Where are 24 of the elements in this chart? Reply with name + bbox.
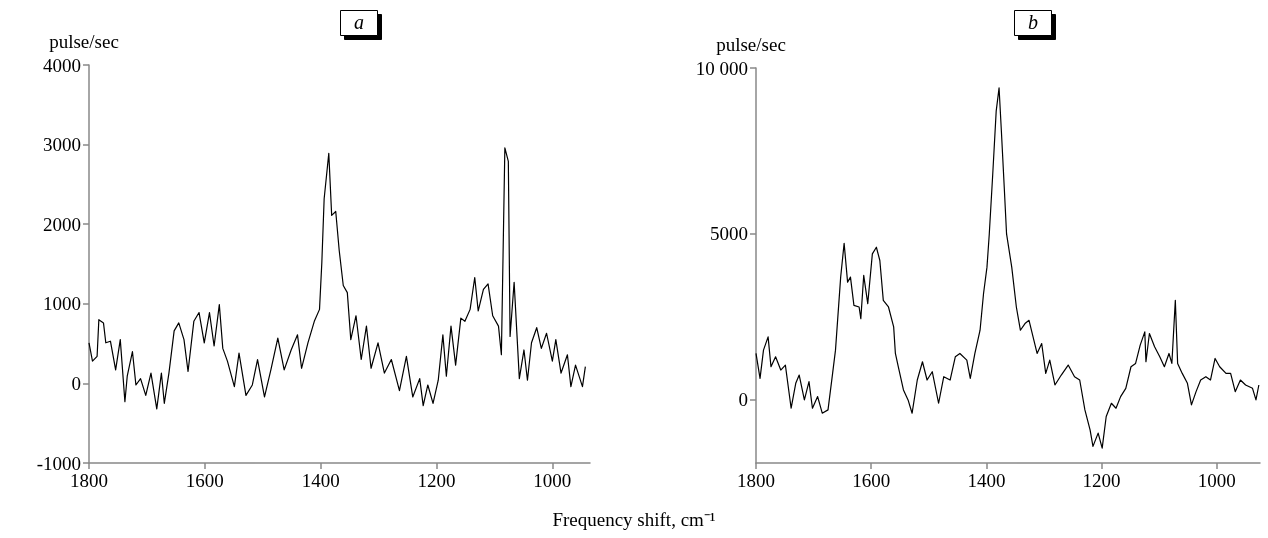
x-tick-label: 1200: [1082, 470, 1121, 491]
y-tick-label: 1000: [43, 293, 81, 315]
x-tick-label: 1000: [533, 470, 572, 491]
chart-title: b: [1028, 11, 1038, 33]
x-tick-label: 1400: [967, 470, 1006, 491]
y-axis-title: pulse/sec: [49, 31, 119, 52]
line-series: [755, 87, 1260, 449]
y-tick-label: 2000: [43, 213, 81, 235]
y-tick-label: 10 000: [695, 57, 748, 79]
line-series: [88, 147, 586, 410]
y-tick-label: 3000: [43, 134, 81, 156]
x-tick-label: 1400: [301, 470, 340, 491]
y-axis-title: pulse/sec: [716, 34, 786, 55]
x-axis-title: Frequency shift, cm⁻¹: [551, 508, 717, 532]
x-tick-label: 1600: [852, 470, 891, 491]
chart-title: a: [354, 11, 364, 33]
x-tick-label: 1000: [1197, 470, 1236, 491]
x-tick-label: 1800: [737, 470, 775, 491]
y-tick-label: 4000: [43, 54, 81, 76]
x-tick-label: 1200: [417, 470, 456, 491]
x-tick-label: 1600: [185, 470, 224, 491]
y-tick-label: 5000: [710, 223, 748, 245]
y-tick-label: 0: [71, 372, 81, 394]
y-tick-label: 0: [738, 389, 748, 411]
